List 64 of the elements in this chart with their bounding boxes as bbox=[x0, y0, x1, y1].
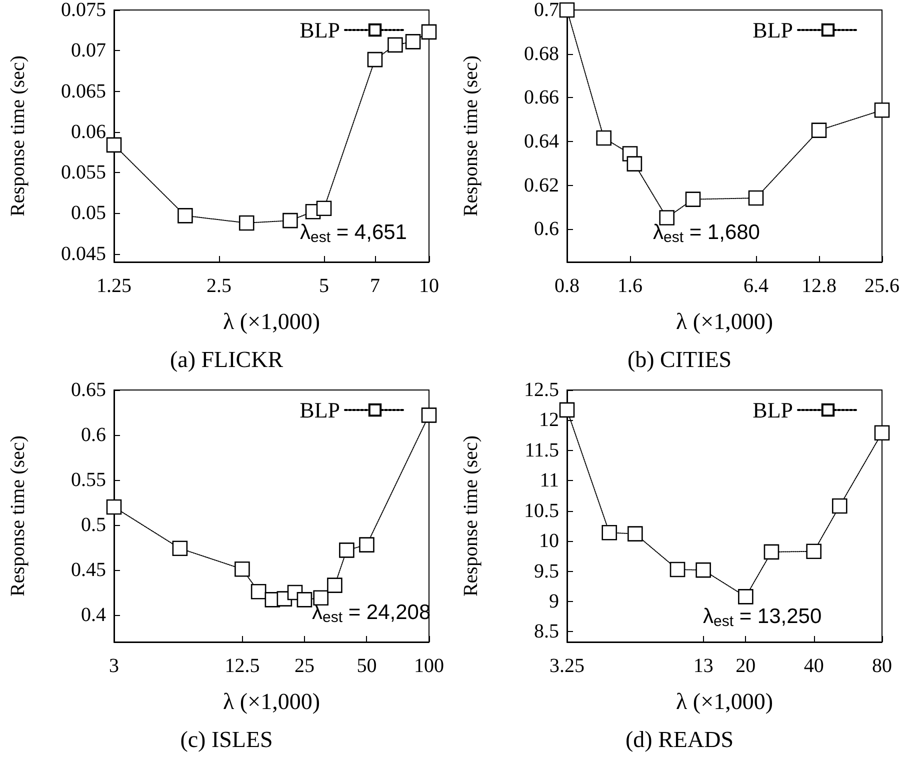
y-tick-label: 0.68 bbox=[524, 42, 559, 65]
y-tick-label: 11.5 bbox=[524, 439, 559, 462]
y-axis-title: Response time (sec) bbox=[460, 435, 482, 597]
y-tick-label: 9 bbox=[549, 590, 559, 613]
y-tick-label: 0.075 bbox=[61, 0, 106, 21]
x-tick-label: 1.6 bbox=[618, 275, 642, 297]
y-tick-label: 0.06 bbox=[71, 120, 106, 143]
y-tick-label: 10.5 bbox=[524, 500, 559, 522]
x-tick-label: 100 bbox=[414, 655, 444, 677]
y-tick-label: 0.7 bbox=[534, 0, 559, 21]
text: (b) CITIES bbox=[627, 347, 732, 372]
y-tick-label: 0.55 bbox=[71, 469, 106, 491]
x-tick-label: 40 bbox=[804, 655, 824, 677]
x-tick-label: 12.8 bbox=[802, 275, 836, 297]
text: (c) ISLES bbox=[180, 727, 273, 752]
y-tick-label: 0.66 bbox=[524, 86, 559, 109]
x-tick-label: 1.25 bbox=[96, 275, 132, 297]
text: (d) READS bbox=[626, 727, 734, 752]
y-tick-label: 0.07 bbox=[71, 40, 106, 62]
y-axis-title: Response time (sec) bbox=[460, 55, 482, 217]
x-tick-label: 12.5 bbox=[224, 655, 260, 677]
y-tick-label: 12 bbox=[539, 409, 559, 432]
x-tick-label: 13 bbox=[693, 655, 714, 677]
x-tick-label: 0.8 bbox=[554, 275, 580, 297]
legend-label: BLP bbox=[300, 18, 340, 42]
x-axis-title: λ (×1,000) bbox=[223, 689, 320, 714]
legend-label: BLP bbox=[300, 398, 340, 422]
x-tick-label: 3.25 bbox=[550, 655, 584, 677]
y-tick-label: 0.62 bbox=[524, 174, 559, 196]
x-tick-label: 5 bbox=[319, 275, 329, 297]
x-tick-label: 80 bbox=[872, 655, 892, 677]
x-axis-title: λ (×1,000) bbox=[223, 309, 320, 334]
x-tick-label: 25.6 bbox=[864, 275, 900, 297]
y-tick-label: 0.45 bbox=[71, 559, 106, 581]
x-tick-label: 20 bbox=[736, 655, 756, 677]
y-tick-label: 12.5 bbox=[524, 379, 559, 401]
y-axis-title: Response time (sec) bbox=[7, 55, 29, 217]
text: (a) FLICKR bbox=[170, 347, 284, 372]
y-tick-label: 0.065 bbox=[61, 80, 106, 102]
y-tick-label: 0.045 bbox=[61, 242, 106, 265]
x-axis-title: λ (×1,000) bbox=[676, 689, 773, 714]
x-tick-label: 3 bbox=[109, 655, 119, 677]
y-tick-label: 0.6 bbox=[81, 424, 106, 446]
x-axis-title: λ (×1,000) bbox=[676, 309, 773, 334]
x-tick-label: 6.4 bbox=[744, 275, 768, 297]
y-tick-label: 0.64 bbox=[524, 130, 559, 152]
y-tick-label: 11 bbox=[540, 470, 559, 492]
legend-label: BLP bbox=[752, 398, 793, 422]
x-tick-label: 7 bbox=[370, 275, 380, 297]
y-axis-title: Response time (sec) bbox=[7, 435, 29, 597]
y-tick-label: 0.4 bbox=[81, 604, 106, 626]
x-tick-label: 10 bbox=[419, 275, 439, 297]
y-tick-label: 0.05 bbox=[71, 202, 106, 224]
x-tick-label: 2.5 bbox=[206, 275, 232, 297]
y-tick-label: 0.055 bbox=[61, 162, 106, 184]
y-tick-label: 0.5 bbox=[81, 514, 106, 536]
y-tick-label: 10 bbox=[539, 530, 559, 552]
y-tick-label: 0.65 bbox=[71, 379, 106, 401]
y-tick-label: 9.5 bbox=[534, 560, 559, 582]
x-tick-label: 50 bbox=[356, 655, 377, 677]
y-tick-label: 8.5 bbox=[534, 620, 559, 643]
legend-label: BLP bbox=[752, 18, 793, 42]
x-tick-label: 25 bbox=[294, 655, 314, 677]
y-tick-label: 0.6 bbox=[534, 218, 559, 240]
